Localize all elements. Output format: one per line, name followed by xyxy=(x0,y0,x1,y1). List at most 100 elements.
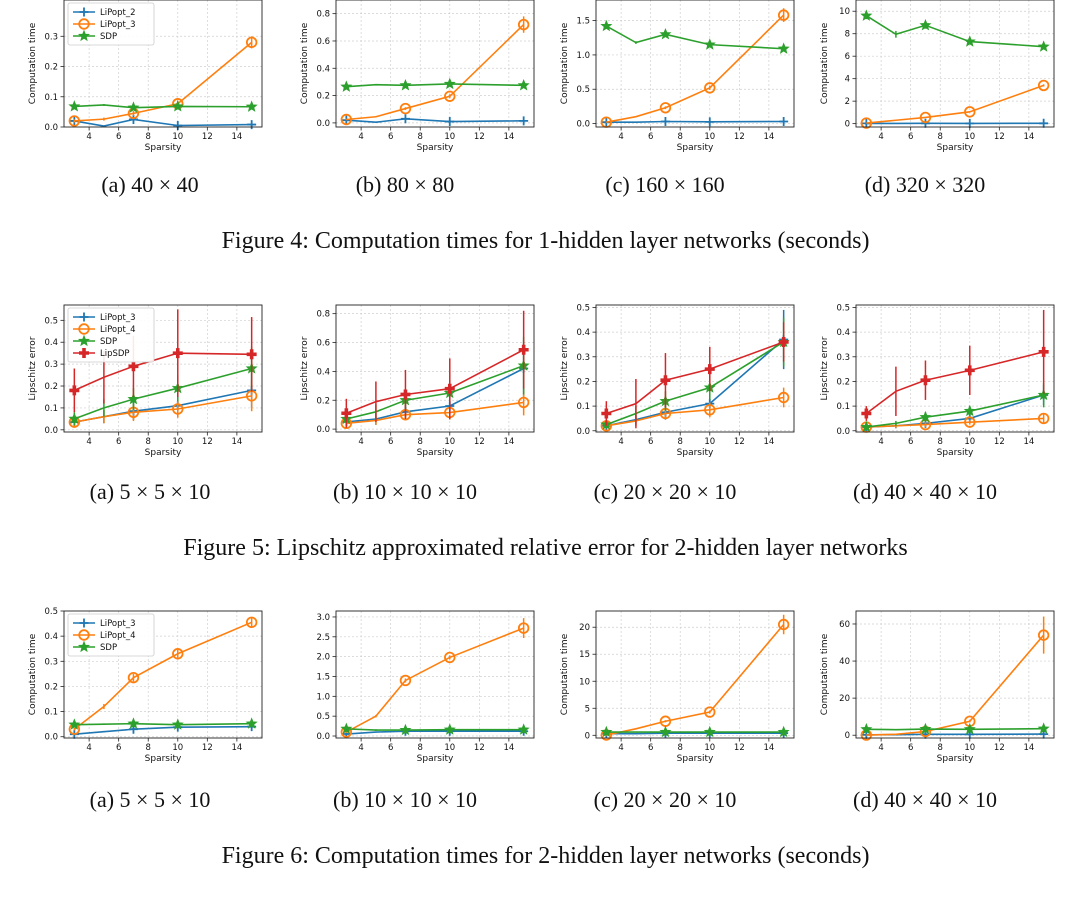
x-tick-label: 12 xyxy=(202,743,213,753)
data-point xyxy=(400,114,410,124)
legend-marker xyxy=(79,618,89,628)
data-point xyxy=(444,90,456,102)
series-line xyxy=(74,41,253,122)
series-orange xyxy=(600,387,790,432)
y-tick-label: 60 xyxy=(839,620,850,630)
plot-frame xyxy=(595,304,795,433)
y-axis-label: Lipschitz error xyxy=(28,336,38,400)
series-line xyxy=(74,725,252,736)
x-tick-label: 8 xyxy=(418,437,423,447)
x-tick-label: 14 xyxy=(503,437,514,447)
data-point xyxy=(860,117,873,129)
figure-5d-chart: 4 6 8 10 12 14 0.0 0.1 0.2 0.3 0.4 0.5 Sparsity Lipsc… xyxy=(792,292,1064,458)
data-point xyxy=(1037,40,1050,52)
y-tick-label: 0.2 xyxy=(576,377,590,387)
x-axis-label: Sparsity xyxy=(417,143,454,153)
series-line xyxy=(606,120,784,123)
data-point xyxy=(704,706,716,718)
series-green xyxy=(68,717,258,730)
x-tick-label: 10 xyxy=(704,437,715,447)
data-point xyxy=(171,100,184,112)
data-point xyxy=(919,18,932,31)
y-tick-label: 20 xyxy=(579,623,590,633)
series-green xyxy=(860,722,1050,735)
data-point xyxy=(965,118,975,128)
data-point xyxy=(127,101,140,113)
y-tick-label: 0.1 xyxy=(836,402,850,412)
x-tick-label: 6 xyxy=(116,132,121,142)
y-tick-label: 0.2 xyxy=(44,682,58,692)
data-point xyxy=(777,391,790,404)
figure-4d-caption: (d) 320 × 320 xyxy=(864,172,986,197)
y-tick-label: 0.2 xyxy=(44,63,58,73)
data-point xyxy=(659,28,672,40)
data-point xyxy=(704,364,715,375)
data-point xyxy=(660,375,671,386)
data-point xyxy=(963,404,976,417)
chart-svg: 4 6 8 10 12 14 0.0 0.5 1.0 1.5 Sparsity Computation… xyxy=(560,0,795,153)
x-tick-label: 8 xyxy=(146,743,151,753)
y-tick-label: 0.4 xyxy=(316,367,330,377)
x-axis-label: Sparsity xyxy=(937,143,974,153)
legend-entry: SDP xyxy=(100,643,117,653)
series-orange xyxy=(340,618,530,738)
data-point xyxy=(400,389,411,400)
x-tick-label: 10 xyxy=(444,743,455,753)
data-point xyxy=(518,344,529,355)
figure-4-caption: Figure 4: Computation times for 1-hidden… xyxy=(221,228,870,254)
chart-svg: 4 6 8 10 12 14 0 5 10 15 20 Sparsity Computation tim… xyxy=(560,610,795,764)
y-tick-label: 20 xyxy=(839,694,850,704)
y-axis-label: Lipschitz error xyxy=(820,336,830,400)
data-point xyxy=(860,9,873,21)
data-point xyxy=(340,113,353,126)
y-tick-label: 0.8 xyxy=(316,10,330,20)
legend: LiPopt_3 LiPopt_4 SDP xyxy=(67,613,155,657)
data-point xyxy=(1037,629,1050,641)
data-point xyxy=(1037,79,1050,92)
series-orange xyxy=(600,614,790,741)
x-tick-label: 4 xyxy=(618,743,623,753)
data-point xyxy=(127,717,140,729)
series-blue xyxy=(69,114,257,130)
series-line xyxy=(346,728,524,731)
y-axis-label: Lipschitz error xyxy=(300,336,310,400)
x-tick-label: 4 xyxy=(878,743,883,753)
data-point xyxy=(69,385,80,396)
data-point xyxy=(601,408,612,419)
data-point xyxy=(964,416,976,428)
figure-4b-caption: (b) 80 × 80 xyxy=(355,172,455,197)
data-point xyxy=(172,403,184,415)
x-tick-label: 8 xyxy=(938,437,943,447)
x-tick-label: 8 xyxy=(146,437,151,447)
data-point xyxy=(777,42,790,54)
figure-6b-caption: (b) 10 × 10 × 10 xyxy=(333,787,477,812)
figure-4b-chart: 4 6 8 10 12 14 0.0 0.2 0.4 0.6 0.8 Sparsity Computat… xyxy=(272,0,544,153)
y-tick-label: 0.4 xyxy=(44,338,58,348)
y-axis-label: Lipschitz error xyxy=(560,336,570,400)
y-axis-label: Computation time xyxy=(300,22,310,104)
plot-frame xyxy=(855,304,1055,433)
series-red xyxy=(601,322,789,429)
x-axis-label: Sparsity xyxy=(937,754,974,764)
data-point xyxy=(1038,346,1049,357)
series-line xyxy=(605,25,784,50)
series-green xyxy=(860,9,1050,52)
data-point xyxy=(517,723,530,735)
x-tick-label: 6 xyxy=(388,437,393,447)
y-tick-label: 0.0 xyxy=(44,426,58,436)
data-point xyxy=(777,9,790,21)
data-point xyxy=(68,718,81,730)
y-tick-label: 0.0 xyxy=(576,120,590,130)
series-orange xyxy=(68,36,258,127)
plot-frame xyxy=(595,610,795,739)
y-tick-label: 2 xyxy=(845,97,850,107)
data-point xyxy=(704,82,716,94)
legend-entry: LiPopt_4 xyxy=(100,631,136,641)
chart-svg: 4 6 8 10 12 14 0.0 0.1 0.2 0.3 0.4 0.5 Sparsity Lipsc… xyxy=(28,304,263,458)
data-point xyxy=(444,651,456,664)
y-tick-label: 3.0 xyxy=(316,613,330,623)
series-line xyxy=(346,83,524,88)
y-tick-label: 0.5 xyxy=(836,303,850,313)
x-tick-label: 14 xyxy=(763,437,774,447)
data-point xyxy=(68,412,81,424)
